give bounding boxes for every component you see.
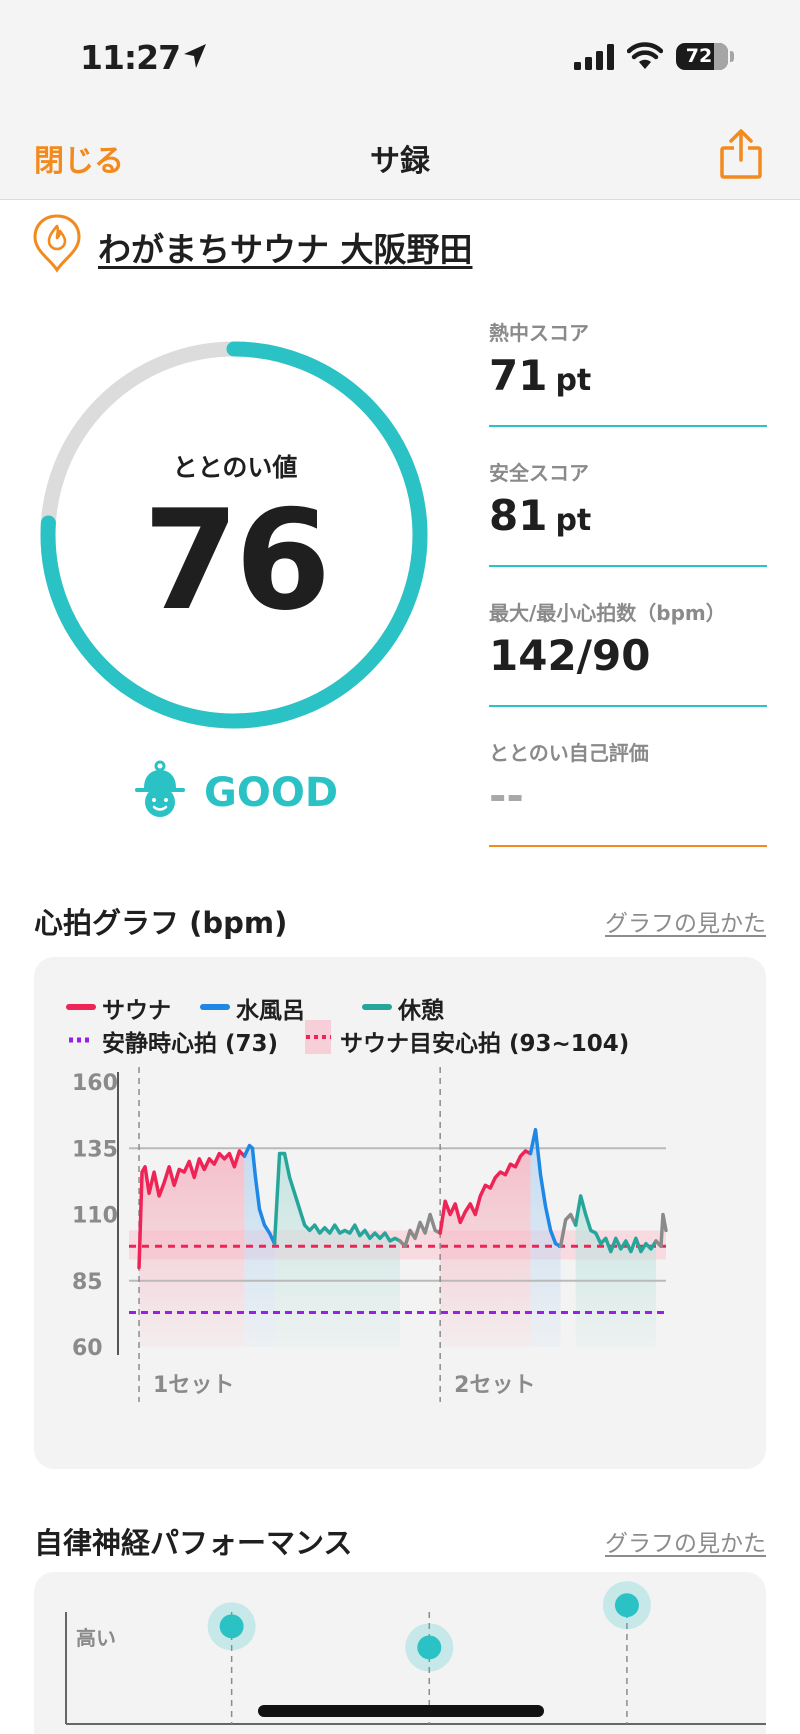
y-tick-label: 110 xyxy=(72,1204,118,1229)
series-line-rest xyxy=(272,1151,402,1246)
series-line-rest xyxy=(573,1194,658,1254)
stat-label: 最大/最小心拍数（bpm） xyxy=(489,601,726,625)
set-label: 2セット xyxy=(454,1373,535,1398)
autonomic-help-link[interactable]: グラフの見かた xyxy=(605,1531,766,1557)
share-icon[interactable] xyxy=(719,128,763,180)
stat-label: ととのい自己評価 xyxy=(489,741,649,765)
stat-label: 安全スコア xyxy=(489,461,589,485)
phase-area xyxy=(139,1150,245,1347)
y-tick-label: 160 xyxy=(72,1071,118,1096)
graph-help-link[interactable]: グラフの見かた xyxy=(605,911,766,937)
self-evaluation[interactable]: ととのい自己評価 -- xyxy=(489,725,767,847)
stat-label: 熱中スコア xyxy=(489,321,589,345)
stat-value: 142/90 xyxy=(489,631,651,680)
set-label: 1セット xyxy=(153,1373,234,1398)
battery-level: 72 xyxy=(685,45,713,67)
autonomic-title: 自律神経パフォーマンス xyxy=(34,1526,353,1560)
phase-area xyxy=(274,1153,401,1347)
heart-rate-chart-card: サウナ 水風呂 休憩 安静時心拍 (73) サウナ目安心拍 (93~104) 1… xyxy=(34,957,766,1469)
totonoi-label: ととのい値 xyxy=(172,453,298,482)
stat-value: 81 pt xyxy=(489,491,592,540)
sauna-pin-icon xyxy=(33,214,81,273)
totonoi-progress-arc xyxy=(40,341,428,729)
phase-area xyxy=(440,1150,531,1347)
status-bar: 11:27 72 xyxy=(0,0,800,110)
phase-area xyxy=(530,1129,561,1347)
totonoi-gauge: ととのい値 76 xyxy=(30,330,440,740)
data-point xyxy=(219,1614,244,1639)
series-line-sauna xyxy=(137,1149,247,1270)
safety-score: 安全スコア 81 pt xyxy=(489,445,767,567)
rating-text: GOOD xyxy=(204,770,339,816)
sauna-hat-mascot-icon xyxy=(135,760,185,817)
nav-bar: サ録 閉じる xyxy=(0,110,800,200)
autonomic-plot xyxy=(65,1581,766,1725)
totonoi-value: 76 xyxy=(142,480,331,641)
series-line-other xyxy=(398,1212,442,1249)
series-line-other xyxy=(654,1212,668,1249)
heart-graph-title: 心拍グラフ (bpm) xyxy=(34,906,288,940)
heart-rate-plot: 160 135 110 85 60 1セット 2セット xyxy=(72,1067,668,1402)
y-tick-label: 60 xyxy=(72,1336,103,1361)
close-button[interactable]: 閉じる xyxy=(34,144,124,179)
data-point xyxy=(614,1593,639,1618)
cellular-signal-icon xyxy=(574,44,614,70)
series-line-cold-bath xyxy=(242,1143,277,1246)
wifi-icon xyxy=(627,42,663,69)
series-line-other xyxy=(558,1212,578,1249)
status-time: 11:27 xyxy=(80,38,181,77)
y-tick-label: 135 xyxy=(72,1137,118,1162)
heat-score: 熱中スコア 71 pt xyxy=(489,305,767,427)
series-line-cold-bath xyxy=(528,1127,563,1249)
max-min-heart-rate: 最大/最小心拍数（bpm） 142/90 xyxy=(489,585,767,707)
stat-value: -- xyxy=(489,771,524,820)
facility-name-link[interactable]: わがまちサウナ 大阪野田 xyxy=(98,230,473,269)
battery-icon: 72 xyxy=(676,43,728,70)
series-line-sauna xyxy=(438,1149,533,1235)
data-point xyxy=(417,1635,442,1660)
home-indicator[interactable] xyxy=(258,1705,544,1717)
stat-value: 71 pt xyxy=(489,351,592,400)
page-title: サ録 xyxy=(370,144,430,179)
y-tick-label: 85 xyxy=(72,1270,103,1295)
axis-high-label: 高い xyxy=(76,1626,116,1650)
location-arrow-icon xyxy=(184,44,206,68)
